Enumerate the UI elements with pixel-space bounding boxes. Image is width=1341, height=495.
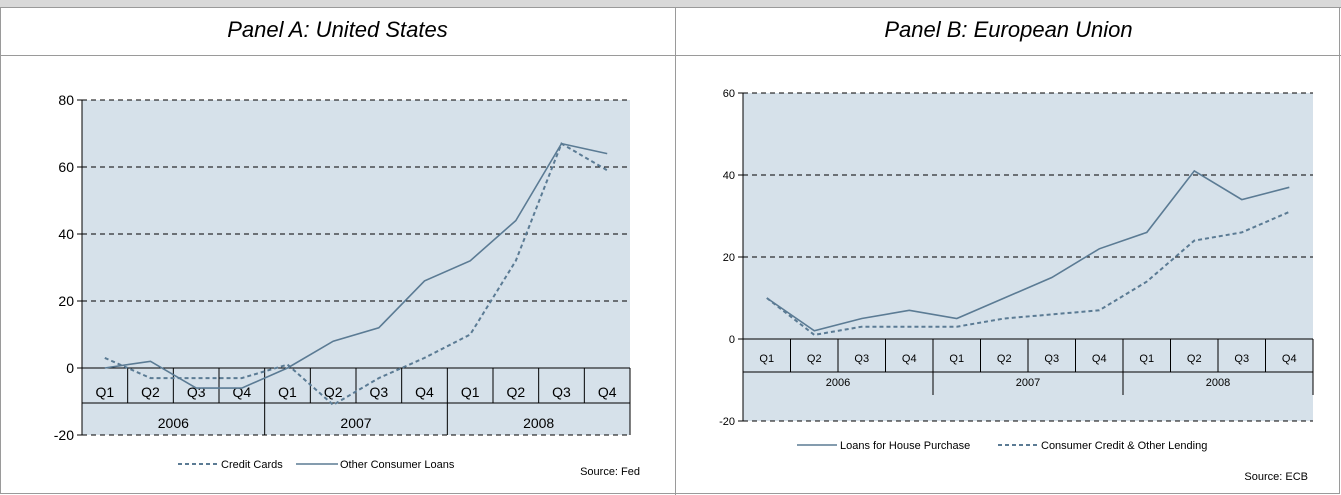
eu-y-tick-label: 20 <box>723 252 735 264</box>
eu-x-tick-label: Q4 <box>1282 353 1297 365</box>
us-legend-label: Credit Cards <box>221 459 283 471</box>
eu-x-tick-label: Q4 <box>1092 353 1107 365</box>
eu-x-tick-label: Q1 <box>949 353 964 365</box>
eu-legend-label: Loans for House Purchase <box>840 440 970 452</box>
us-x-tick-label: Q3 <box>552 384 571 400</box>
eu-source-note: Source: ECB <box>1244 471 1308 483</box>
eu-year-label: 2007 <box>1016 377 1040 389</box>
eu-y-tick-label: 40 <box>723 170 735 182</box>
us-legend-label: Other Consumer Loans <box>340 459 455 471</box>
eu-x-tick-label: Q1 <box>1139 353 1154 365</box>
panel-b-title: Panel B: European Union <box>884 17 1133 42</box>
us-y-tick-label: 40 <box>58 226 74 242</box>
panel-divider <box>675 7 676 495</box>
eu-y-tick-label: 0 <box>729 334 735 346</box>
us-x-tick-label: Q1 <box>278 384 297 400</box>
eu-series-line-2 <box>766 210 1290 336</box>
eu-x-tick-label: Q2 <box>1187 353 1202 365</box>
us-year-label: 2008 <box>523 415 554 431</box>
us-x-tick-label: Q4 <box>415 384 434 400</box>
eu-x-tick-label: Q3 <box>1234 353 1249 365</box>
table-frame <box>0 7 1340 494</box>
eu-year-label: 2008 <box>1206 377 1230 389</box>
us-x-tick-label: Q2 <box>324 384 343 400</box>
us-year-label: 2007 <box>340 415 371 431</box>
eu-y-tick-label: 60 <box>723 88 735 100</box>
us-y-tick-label: -20 <box>54 427 74 443</box>
panel-a-title: Panel A: United States <box>227 17 448 42</box>
eu-x-tick-label: Q1 <box>759 353 774 365</box>
us-y-tick-label: 0 <box>66 360 74 376</box>
us-x-tick-label: Q1 <box>95 384 114 400</box>
eu-year-label: 2006 <box>826 377 850 389</box>
header-divider <box>0 55 1341 56</box>
us-series-line-2 <box>104 142 608 389</box>
eu-legend-label: Consumer Credit & Other Lending <box>1041 440 1207 452</box>
us-year-label: 2006 <box>158 415 189 431</box>
us-x-tick-label: Q4 <box>598 384 617 400</box>
us-y-tick-label: 80 <box>58 92 74 108</box>
us-source-note: Source: Fed <box>580 466 640 478</box>
us-x-tick-label: Q1 <box>461 384 480 400</box>
eu-series-line-1 <box>766 169 1290 332</box>
us-series-line-1 <box>104 142 608 407</box>
eu-y-tick-label: -20 <box>719 416 735 428</box>
eu-x-tick-label: Q2 <box>807 353 822 365</box>
us-x-tick-label: Q2 <box>506 384 525 400</box>
us-y-tick-label: 60 <box>58 159 74 175</box>
eu-x-tick-label: Q2 <box>997 353 1012 365</box>
us-y-tick-label: 20 <box>58 293 74 309</box>
eu-x-tick-label: Q4 <box>902 353 917 365</box>
top-bar <box>0 0 1341 8</box>
eu-x-tick-label: Q3 <box>854 353 869 365</box>
us-x-tick-label: Q3 <box>369 384 388 400</box>
eu-x-tick-label: Q3 <box>1044 353 1059 365</box>
us-x-tick-label: Q2 <box>141 384 160 400</box>
